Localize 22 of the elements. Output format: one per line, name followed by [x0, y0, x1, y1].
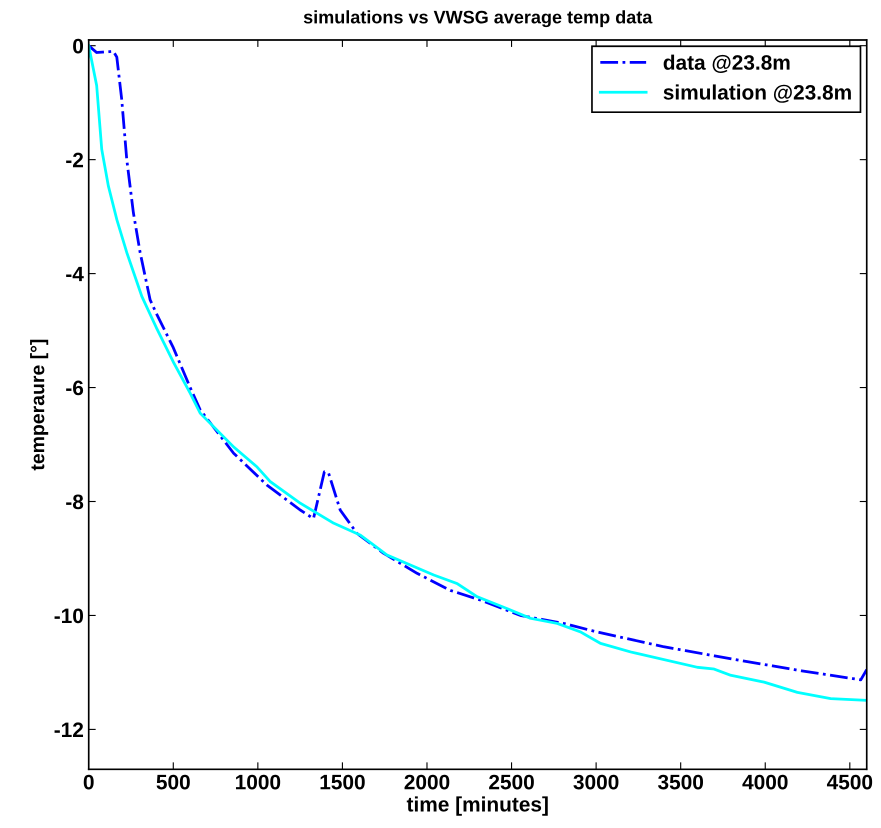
x-axis-title: time [minutes] [406, 796, 548, 816]
x-tick-label: 2000 [404, 774, 450, 790]
x-tick-label: 2500 [489, 774, 534, 790]
x-tick-label: 1500 [320, 774, 365, 790]
x-tick-label: 4500 [826, 774, 872, 790]
chart-title: simulations vs VWSG average temp data [304, 10, 652, 28]
y-tick-label: -8 [66, 494, 84, 510]
x-tick-label: 1000 [236, 774, 280, 790]
x-tick-label: 3500 [658, 774, 704, 790]
x-tick-label: 3000 [573, 774, 618, 790]
x-tick-label: 4000 [742, 774, 788, 790]
y-tick-label: -6 [66, 380, 84, 396]
y-tick-label: -2 [66, 152, 84, 168]
legend-label: simulation @23.8m [664, 84, 851, 103]
y-tick-label: -12 [54, 722, 84, 737]
y-tick-label: 0 [73, 38, 84, 54]
x-tick-label: 500 [156, 774, 190, 790]
y-axis-title: temperaure [°] [30, 340, 48, 470]
y-tick-label: -10 [54, 608, 84, 624]
legend-label: data @23.8m [664, 54, 790, 73]
y-tick-label: -4 [66, 266, 84, 282]
x-tick-label: 0 [84, 774, 94, 790]
